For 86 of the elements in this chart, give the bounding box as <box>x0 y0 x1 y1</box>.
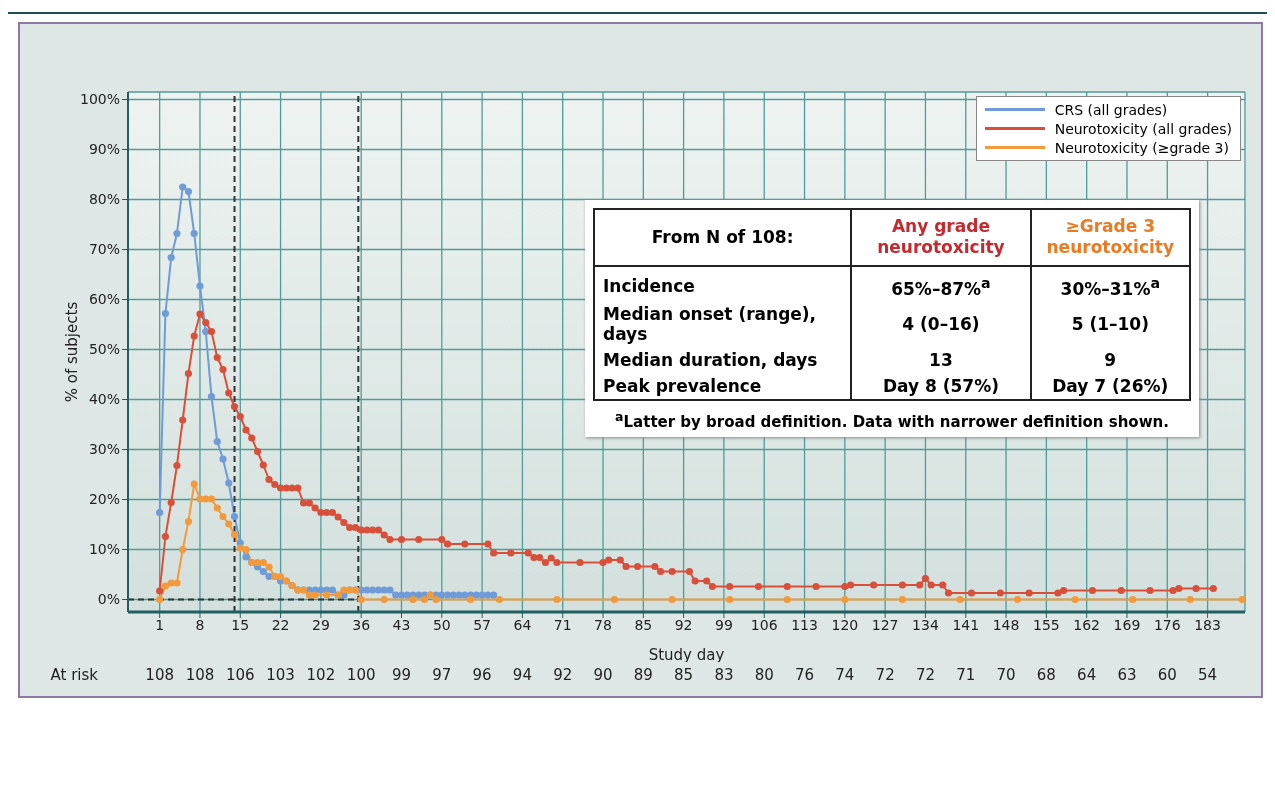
y-tick-label: 90% <box>88 141 120 158</box>
x-tick-label: 15 <box>231 616 250 633</box>
text: 80 <box>754 666 774 684</box>
x-tick-label: 106 <box>750 616 778 633</box>
x-tick-label: 50 <box>432 616 451 633</box>
text: 54 <box>1198 666 1218 684</box>
annotation: From N of 108: <box>594 209 852 266</box>
text: 94 <box>512 666 532 684</box>
x-tick-label: 113 <box>791 616 818 633</box>
x-tick-label: 148 <box>992 616 1020 633</box>
annotation: Median duration, days <box>594 347 852 374</box>
y-tick-label: 10% <box>88 541 120 558</box>
x-tick-label: 22 <box>271 616 290 633</box>
y-tick-label: 0% <box>97 591 120 608</box>
text: 92 <box>553 666 573 684</box>
x-tick-label: 8 <box>195 616 205 633</box>
x-tick-label: 162 <box>1073 616 1101 633</box>
annotation: 4 (0–16) <box>851 301 1031 348</box>
y-tick-label: 80% <box>88 191 120 208</box>
annotation: 13 <box>851 347 1031 374</box>
text: 108 <box>145 666 174 684</box>
text: 72 <box>875 666 895 684</box>
x-tick-label: 1 <box>155 616 165 633</box>
y-tick-label: 100% <box>79 91 120 108</box>
legend-label: Neurotoxicity (≥grade 3) <box>1054 139 1229 156</box>
text: 102 <box>306 666 336 684</box>
text: 99 <box>391 666 412 684</box>
y-tick-label: 60% <box>88 291 120 308</box>
text: 60 <box>1157 666 1177 684</box>
x-tick-label: 169 <box>1113 616 1141 633</box>
x-tick-label: 85 <box>634 616 653 633</box>
annotation: 9 <box>1030 347 1190 374</box>
x-tick-label: 134 <box>912 616 939 633</box>
annotation: Median onset (range), days <box>594 301 852 348</box>
text: 83 <box>714 666 734 684</box>
annotation: 30%–31%$^{a}$ <box>1030 265 1190 302</box>
annotation: Incidence <box>594 265 852 302</box>
text: 100 <box>346 666 376 684</box>
annotation: Day 8 (57%) <box>851 373 1031 401</box>
x-tick-label: 71 <box>553 616 572 633</box>
y-tick-label: 30% <box>88 441 120 458</box>
x-tick-label: 99 <box>715 616 733 633</box>
annotation: Any grade neurotoxicity <box>851 209 1031 266</box>
text: 72 <box>915 666 935 684</box>
text: 74 <box>835 666 855 684</box>
x-tick-label: 36 <box>352 616 371 633</box>
x-tick-label: 120 <box>831 616 859 633</box>
legend-label: Neurotoxicity (all grades) <box>1054 120 1232 137</box>
annotation: Peak prevalence <box>594 373 852 401</box>
text: 89 <box>633 666 653 684</box>
text: 70 <box>996 666 1016 684</box>
y-tick-label: 70% <box>88 241 120 258</box>
annotation: 65%–87%$^{a}$ <box>851 265 1031 302</box>
y-axis-title: % of subjects <box>63 301 81 403</box>
text: 90 <box>593 666 613 684</box>
text: 64 <box>1077 666 1097 684</box>
text: 108 <box>185 666 215 684</box>
x-tick-label: 43 <box>392 616 411 633</box>
x-tick-label: 78 <box>594 616 612 633</box>
x-tick-label: 64 <box>513 616 532 633</box>
text: 96 <box>472 666 492 684</box>
y-tick-label: 50% <box>88 341 120 358</box>
annotation: $^{a}$Latter by broad definition. Data with narrower definition shown. <box>614 409 1170 432</box>
x-tick-label: 176 <box>1153 616 1181 633</box>
text: 85 <box>674 666 694 684</box>
x-tick-label: 183 <box>1194 616 1221 633</box>
x-tick-label: 29 <box>311 616 330 633</box>
annotation: Day 7 (26%) <box>1030 373 1190 401</box>
text: 97 <box>432 666 452 684</box>
text: 68 <box>1036 666 1056 684</box>
y-tick-label: 40% <box>88 391 120 408</box>
text: 76 <box>794 666 815 684</box>
annotation: 5 (1–10) <box>1030 301 1190 348</box>
text: 71 <box>956 666 976 684</box>
x-tick-label: 127 <box>871 616 899 633</box>
legend-label: CRS (all grades) <box>1054 101 1168 118</box>
x-tick-label: 155 <box>1032 616 1060 633</box>
text: 106 <box>225 666 255 684</box>
y-tick-label: 20% <box>88 491 120 508</box>
text: 103 <box>266 666 295 684</box>
text: 63 <box>1117 666 1137 684</box>
x-tick-label: 141 <box>952 616 980 633</box>
x-tick-label: 57 <box>473 616 492 633</box>
annotation: ≥Grade 3 neurotoxicity <box>1030 209 1190 266</box>
text: At risk <box>50 666 98 684</box>
x-tick-label: 92 <box>674 616 693 633</box>
